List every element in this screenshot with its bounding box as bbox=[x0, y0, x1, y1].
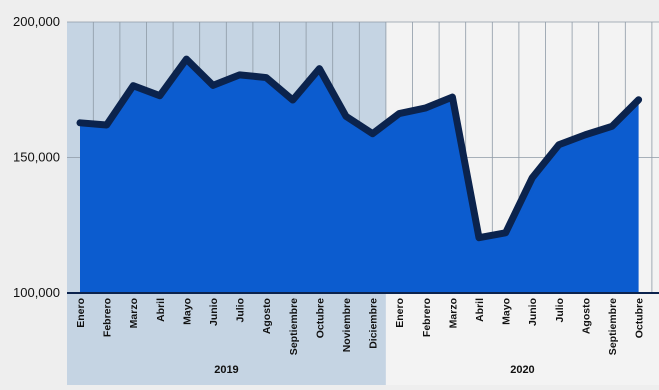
data-point bbox=[211, 83, 215, 87]
series-line bbox=[76, 55, 643, 242]
data-point bbox=[291, 98, 295, 102]
x-tick-label: Febrero bbox=[102, 298, 114, 337]
data-point bbox=[264, 76, 268, 80]
data-point bbox=[317, 67, 321, 71]
x-tick-label: Junio bbox=[208, 298, 220, 326]
data-point bbox=[477, 236, 481, 240]
x-tick-label: Agosto bbox=[261, 298, 273, 334]
data-point bbox=[78, 121, 82, 125]
data-point bbox=[397, 112, 401, 116]
x-tick-label: Mayo bbox=[181, 298, 193, 325]
x-tick-label: Septiembre bbox=[607, 298, 619, 355]
period-label: 2019 bbox=[214, 364, 238, 376]
data-point bbox=[424, 106, 428, 110]
x-tick-label: Julio bbox=[235, 298, 247, 323]
x-tick-label: Marzo bbox=[447, 298, 459, 328]
data-point bbox=[238, 73, 242, 77]
x-tick-label: Enero bbox=[394, 298, 406, 328]
x-tick-label: Marzo bbox=[128, 298, 140, 328]
x-tick-label: Julio bbox=[554, 298, 566, 323]
x-tick-label: Abril bbox=[155, 298, 167, 322]
data-point bbox=[131, 84, 135, 88]
x-tick-label: Octubre bbox=[634, 298, 646, 338]
x-tick-label: Septiembre bbox=[288, 298, 300, 355]
x-tick-label: Noviembre bbox=[341, 298, 353, 352]
x-tick-label: Enero bbox=[75, 298, 87, 328]
x-tick-label: Octubre bbox=[314, 298, 326, 338]
data-point bbox=[344, 114, 348, 118]
y-tick-label: 200,000 bbox=[13, 14, 60, 29]
data-point bbox=[583, 133, 587, 137]
y-tick-label: 100,000 bbox=[13, 285, 60, 300]
x-tick-label: Diciembre bbox=[368, 298, 380, 349]
x-tick-label: Agosto bbox=[580, 298, 592, 334]
data-point bbox=[557, 143, 561, 147]
x-tick-label: Abril bbox=[474, 298, 486, 322]
y-tick-label: 150,000 bbox=[13, 150, 60, 165]
period-label: 2020 bbox=[510, 364, 534, 376]
data-point bbox=[105, 123, 109, 127]
x-tick-label: Mayo bbox=[501, 298, 513, 325]
data-point bbox=[450, 95, 454, 99]
data-point bbox=[371, 132, 375, 136]
x-tick-label: Febrero bbox=[421, 298, 433, 337]
data-point bbox=[530, 176, 534, 180]
data-point bbox=[158, 94, 162, 98]
data-point bbox=[610, 124, 614, 128]
data-point bbox=[504, 231, 508, 235]
data-point bbox=[637, 98, 641, 102]
x-tick-label: Junio bbox=[527, 298, 539, 326]
data-point bbox=[184, 57, 188, 61]
